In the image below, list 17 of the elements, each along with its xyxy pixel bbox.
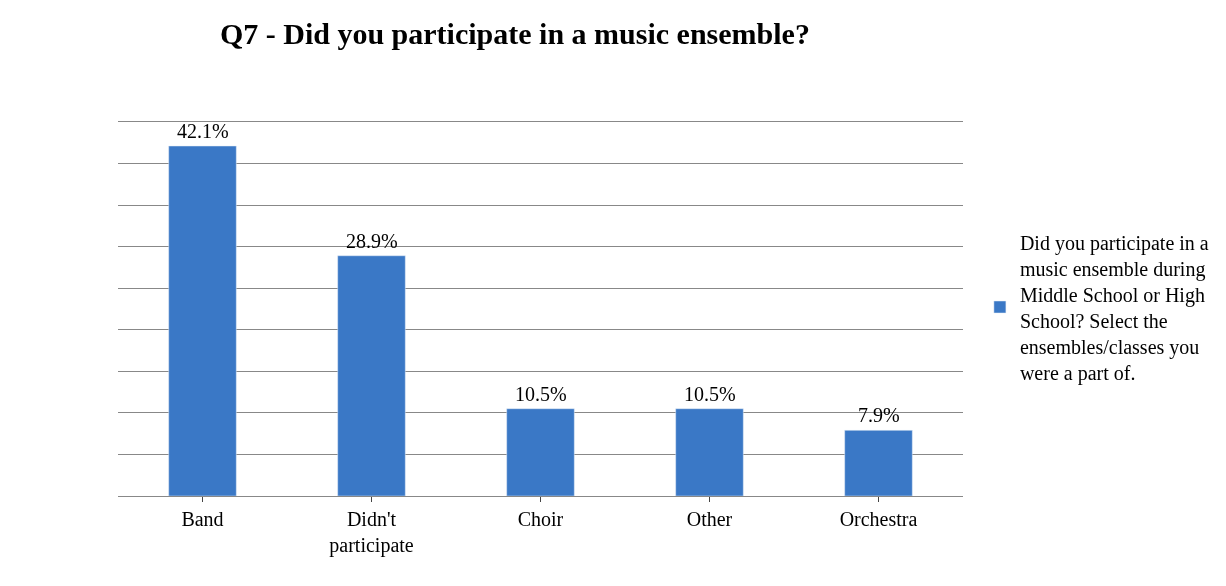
bar: [168, 145, 237, 496]
legend-label: Did you participate in a music ensemble during Middle School or High School? Select the ensembles/classes you were a part of.: [1019, 231, 1209, 385]
bar: [675, 408, 744, 496]
bar: [506, 408, 575, 496]
bar: [337, 255, 406, 496]
x-tick-label: Choir: [517, 508, 564, 530]
x-tick-label: Band: [181, 508, 224, 530]
data-label: 42.1%: [177, 120, 229, 142]
x-tick-label: Other: [686, 508, 733, 530]
data-label: 28.9%: [346, 230, 398, 252]
x-tick-label: Didn't participate: [329, 508, 414, 557]
data-label: 7.9%: [858, 404, 900, 426]
data-label: 10.5%: [515, 383, 567, 405]
bar: [844, 430, 913, 496]
x-tick-label: Orchestra: [839, 508, 918, 530]
data-label: 10.5%: [684, 383, 736, 405]
chart-title: Q7 - Did you participate in a music ensemble?: [219, 17, 810, 51]
